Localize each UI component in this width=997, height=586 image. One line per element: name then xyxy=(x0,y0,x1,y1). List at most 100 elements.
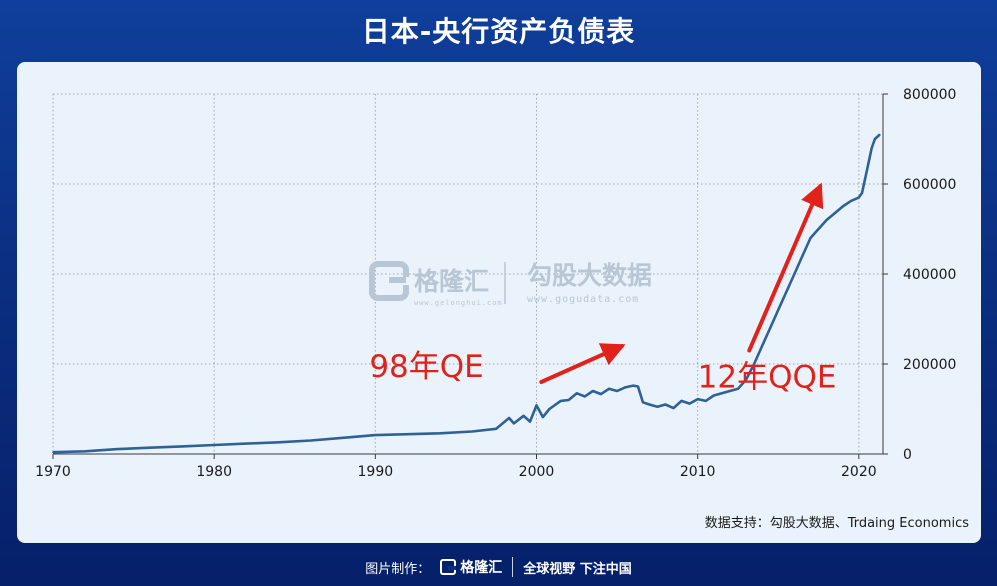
chart-grid xyxy=(52,93,883,454)
watermark-data-brand: 勾股大数据 xyxy=(527,261,652,290)
data-point xyxy=(664,403,667,406)
footer-slogan: 全球视野 下注中国 xyxy=(523,561,632,577)
x-tick-label: 2000 xyxy=(519,464,555,480)
data-point xyxy=(439,432,441,435)
series-line xyxy=(52,133,881,454)
chart-series xyxy=(52,133,881,454)
chart-annotations: 98年QE 12年QQE xyxy=(369,182,837,396)
data-point xyxy=(729,390,731,392)
data-point xyxy=(535,404,538,407)
data-point xyxy=(777,309,779,311)
annotation-arrow xyxy=(747,182,824,353)
data-point xyxy=(567,399,570,401)
chart-ticks: 0 200000 400000 600000 800000 1970 1980 1990 200… xyxy=(35,87,956,480)
data-point xyxy=(817,228,820,230)
footer-divider xyxy=(512,557,514,577)
data-point xyxy=(713,394,715,397)
x-tick-label: 1980 xyxy=(196,464,232,480)
data-point xyxy=(522,415,525,417)
data-point xyxy=(680,400,683,402)
data-point xyxy=(529,420,531,423)
x-tick-label: 2010 xyxy=(680,464,716,480)
y-tick-label: 400000 xyxy=(903,267,956,283)
data-point xyxy=(833,212,836,215)
data-point xyxy=(793,273,796,275)
data-point xyxy=(213,444,215,446)
gelonghui-logo-icon xyxy=(440,559,457,575)
data-point xyxy=(495,428,498,430)
data-point xyxy=(52,451,54,454)
data-point xyxy=(406,433,409,436)
data-point xyxy=(592,390,594,392)
data-point xyxy=(245,442,248,445)
annotation-label: 98年QE xyxy=(369,349,483,385)
data-point xyxy=(508,417,510,419)
data-point xyxy=(642,401,644,404)
data-point xyxy=(624,386,626,389)
data-point xyxy=(632,384,634,387)
data-point xyxy=(116,448,119,450)
data-point xyxy=(84,450,86,453)
gelonghui-logo-icon xyxy=(369,261,409,301)
page-title: 日本-央行资产负债表 xyxy=(361,15,636,48)
data-point xyxy=(471,430,473,433)
watermark-data-url: www.gogudata.com xyxy=(527,294,639,305)
data-point xyxy=(785,291,788,293)
chart-card: 格隆汇 www.gelonghui.com 勾股大数据 www.gogudata… xyxy=(17,62,981,543)
source-note: 数据支持：勾股大数据、Trdaing Economics xyxy=(704,516,969,531)
data-point xyxy=(745,379,747,381)
y-tick-label: 800000 xyxy=(903,87,956,103)
data-point xyxy=(600,393,602,395)
data-point xyxy=(879,133,881,136)
data-point xyxy=(696,398,699,400)
data-point xyxy=(721,392,723,395)
data-point xyxy=(616,390,618,392)
balance-sheet-chart: 格隆汇 www.gelonghui.com 勾股大数据 www.gogudata… xyxy=(35,87,956,480)
data-point xyxy=(656,406,659,408)
data-point xyxy=(277,441,280,444)
data-point xyxy=(513,422,515,425)
annotation-label: 12年QQE xyxy=(698,360,837,396)
annotation-arrow xyxy=(539,343,626,384)
data-point xyxy=(809,237,812,239)
x-tick-label: 2020 xyxy=(841,464,877,480)
data-point xyxy=(861,192,863,194)
watermark: 格隆汇 www.gelonghui.com 勾股大数据 www.gogudata… xyxy=(369,261,652,307)
data-point xyxy=(858,196,860,199)
data-point xyxy=(608,388,610,390)
data-point xyxy=(737,388,739,390)
data-point xyxy=(870,147,873,149)
data-point xyxy=(374,434,377,436)
y-tick-label: 600000 xyxy=(903,177,956,193)
y-tick-label: 0 xyxy=(903,447,912,463)
x-tick-label: 1970 xyxy=(35,464,71,480)
data-point xyxy=(850,200,852,202)
footer-logo-text: 格隆汇 xyxy=(460,560,503,576)
data-point xyxy=(841,205,844,208)
data-point xyxy=(866,169,868,172)
data-point xyxy=(542,416,544,418)
data-point xyxy=(761,345,763,347)
data-point xyxy=(310,439,312,442)
x-tick-label: 1990 xyxy=(358,464,394,480)
watermark-brand-url: www.gelonghui.com xyxy=(414,299,503,307)
data-point xyxy=(576,392,578,395)
data-point xyxy=(548,408,551,410)
chart-axes xyxy=(52,93,888,459)
data-point xyxy=(148,446,151,449)
data-point xyxy=(753,363,755,365)
data-point xyxy=(825,219,828,221)
data-point xyxy=(769,327,771,329)
y-tick-label: 200000 xyxy=(903,357,956,373)
data-point xyxy=(672,407,675,409)
data-point xyxy=(637,385,639,388)
footer-logo: 格隆汇 xyxy=(440,557,502,577)
footer-credit: 图片制作： xyxy=(365,561,431,577)
data-point xyxy=(181,445,183,448)
data-point xyxy=(801,255,804,257)
watermark-brand: 格隆汇 xyxy=(414,267,489,296)
data-point xyxy=(704,400,707,402)
data-point xyxy=(559,400,562,402)
data-point xyxy=(648,403,651,406)
data-point xyxy=(342,437,344,439)
